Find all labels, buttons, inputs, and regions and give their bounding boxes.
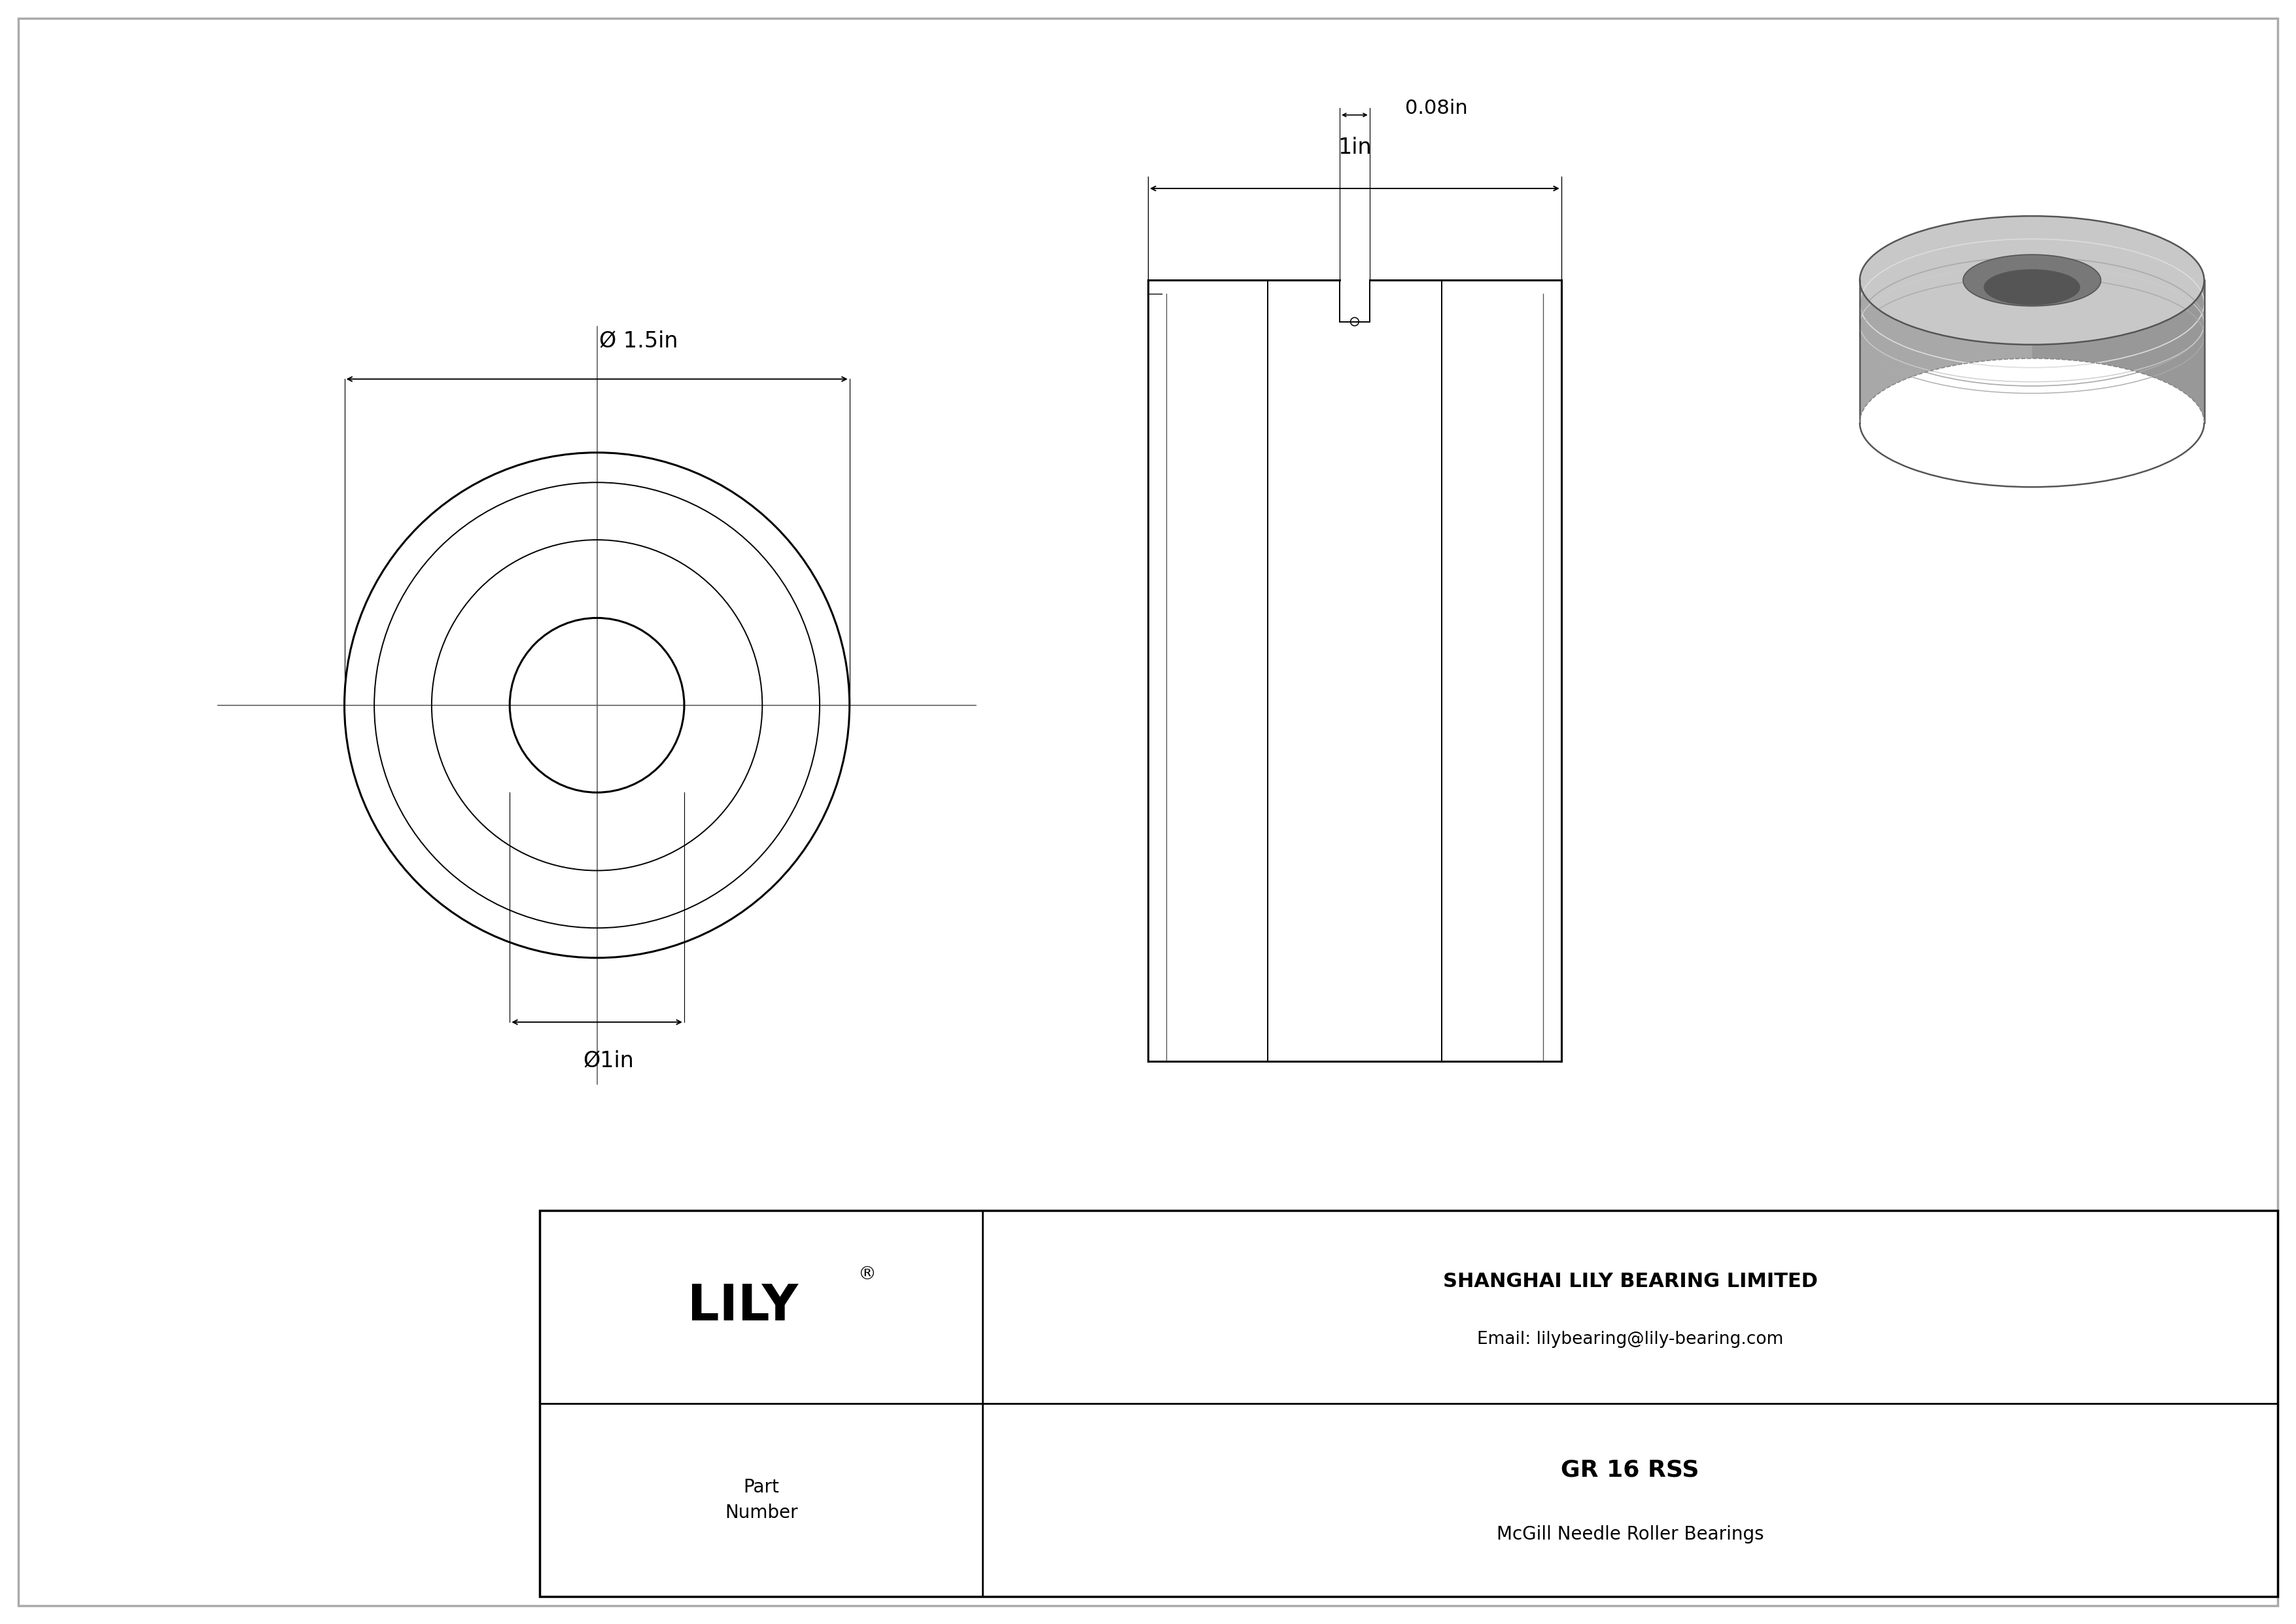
Text: Email: lilybearing@lily-bearing.com: Email: lilybearing@lily-bearing.com — [1476, 1330, 1784, 1348]
Polygon shape — [1860, 216, 2032, 422]
Text: 0.08in: 0.08in — [1405, 99, 1467, 117]
Text: Part
Number: Part Number — [726, 1478, 797, 1522]
Ellipse shape — [1963, 255, 2101, 305]
Circle shape — [340, 448, 854, 963]
Text: GR 16 RSS: GR 16 RSS — [1561, 1458, 1699, 1481]
Text: SHANGHAI LILY BEARING LIMITED: SHANGHAI LILY BEARING LIMITED — [1442, 1272, 1818, 1291]
Bar — [540, 1210, 2278, 1596]
Polygon shape — [1860, 216, 2204, 422]
Polygon shape — [2032, 216, 2204, 422]
Text: Ø 1.5in: Ø 1.5in — [599, 330, 677, 351]
Text: 1in: 1in — [1339, 136, 1371, 159]
Bar — [1148, 281, 1561, 1060]
Text: McGill Needle Roller Bearings: McGill Needle Roller Bearings — [1497, 1525, 1763, 1543]
Ellipse shape — [1860, 216, 2204, 344]
Text: LILY: LILY — [687, 1283, 799, 1332]
Text: ®: ® — [859, 1265, 875, 1285]
Ellipse shape — [1984, 270, 2080, 305]
Bar — [540, 1210, 2278, 1596]
Text: Ø1in: Ø1in — [583, 1049, 634, 1072]
